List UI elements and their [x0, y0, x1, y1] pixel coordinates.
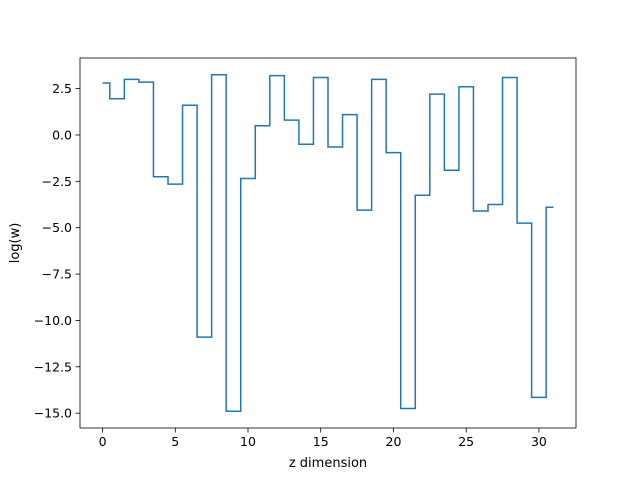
- y-axis-label: log(w): [8, 223, 23, 264]
- y-tick-label: 2.5: [52, 81, 72, 96]
- y-tick-label: −10.0: [34, 313, 72, 328]
- x-tick-label: 10: [240, 434, 256, 449]
- y-tick-label: −2.5: [42, 174, 72, 189]
- y-tick-label: −7.5: [42, 267, 72, 282]
- x-tick-label: 5: [171, 434, 179, 449]
- x-axis-label: z dimension: [289, 456, 367, 471]
- y-tick-label: 0.0: [52, 127, 72, 142]
- axes-frame: [79, 57, 577, 429]
- x-tick-label: 0: [99, 434, 107, 449]
- x-axis-ticks: 0 5 10 15 20 25 30: [99, 428, 547, 449]
- series-line-step: [102, 73, 554, 413]
- y-tick-label: −5.0: [42, 220, 72, 235]
- y-tick-label: −15.0: [34, 406, 72, 421]
- y-axis-ticks: 2.5 0.0 −2.5 −5.0 −7.5 −10.0 −12.5 −15.0: [34, 81, 80, 421]
- y-tick-label: −12.5: [34, 359, 72, 374]
- x-tick-label: 25: [458, 434, 474, 449]
- x-tick-label: 15: [313, 434, 329, 449]
- x-tick-label: 30: [531, 434, 547, 449]
- x-tick-label: 20: [386, 434, 402, 449]
